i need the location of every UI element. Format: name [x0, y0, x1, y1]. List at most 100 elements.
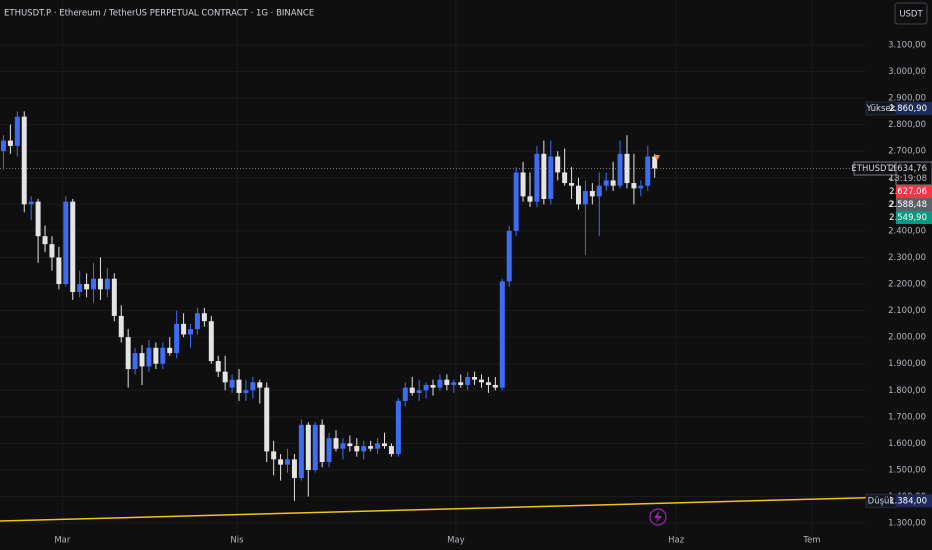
candle-body: [21, 116, 27, 205]
candle-body: [84, 284, 90, 290]
candle-body: [382, 443, 387, 447]
y-tick-label: 1.700,00: [888, 412, 926, 422]
candle-body: [472, 376, 478, 380]
y-tick-label: 2.900,00: [888, 94, 926, 104]
candle-body: [174, 323, 180, 354]
candle-body: [513, 172, 519, 231]
candle-body: [520, 172, 526, 197]
candle-body: [319, 424, 325, 463]
candle-body: [575, 185, 581, 205]
y-tick-label: 2.700,00: [888, 147, 926, 157]
candle-body: [485, 382, 491, 385]
candle-body: [562, 172, 568, 184]
currency-button-label[interactable]: USDT: [899, 10, 923, 20]
currency-button-frame[interactable]: [894, 2, 928, 25]
event-icon[interactable]: [649, 508, 667, 526]
candle-body: [409, 387, 415, 393]
y-tick-label: 1.300,00: [888, 519, 926, 529]
x-tick-label: Tem: [802, 536, 820, 546]
marker-name: Düşük: [868, 496, 895, 506]
candle-body: [97, 278, 103, 290]
candle-body: [388, 446, 394, 455]
candle-body: [582, 191, 588, 205]
marker-value-box: [896, 101, 932, 115]
candle-body: [596, 185, 602, 197]
candle-body: [361, 446, 367, 452]
candle-body: [347, 443, 353, 447]
candle-body: [395, 400, 401, 455]
price-level-box: [896, 198, 932, 212]
candle-body: [236, 379, 242, 393]
candle-body: [291, 459, 297, 478]
y-tick-label: 2.800,00: [888, 120, 926, 130]
candle-body: [333, 438, 339, 449]
candle-body: [416, 390, 422, 393]
candle-body: [0, 140, 6, 152]
symbol-title: ETHUSDT.P · Ethereum / TetherUS PERPETUA…: [4, 9, 314, 19]
candle-body: [167, 347, 173, 354]
candle-body: [208, 321, 214, 362]
currency-button[interactable]: USDT: [894, 2, 928, 25]
symbol-tag-label: ETHUSDT.P: [851, 164, 898, 174]
candle-body: [589, 191, 595, 197]
candle-body: [257, 382, 263, 388]
candle-body: [118, 315, 124, 338]
candle-body: [340, 443, 346, 449]
candle-body: [14, 116, 20, 146]
candle-body: [222, 371, 228, 383]
x-tick-label: Haz: [668, 536, 685, 546]
marker-name: Yüksek: [865, 104, 895, 114]
candle-body: [610, 180, 616, 186]
candle-body: [617, 153, 623, 186]
y-tick-label: 2.100,00: [888, 306, 926, 316]
y-tick-label: 1.800,00: [888, 386, 926, 396]
y-tick-label: 1.900,00: [888, 359, 926, 369]
candle-body: [645, 156, 651, 186]
candle-body: [111, 278, 117, 316]
candle-body: [624, 153, 630, 184]
candle-body: [652, 156, 658, 169]
price-level-label: 2.627,06: [889, 187, 927, 197]
marker-value: 1.384,00: [889, 496, 927, 506]
price-level-box: [896, 185, 932, 199]
candle-body: [35, 201, 41, 237]
price-level-label: 2.549,90: [889, 213, 927, 223]
candle-body: [479, 379, 484, 383]
candle-body: [264, 387, 270, 452]
y-tick-label: 2.300,00: [888, 253, 926, 263]
countdown-label: 13:19:08: [889, 174, 927, 184]
candle-body: [305, 424, 311, 470]
candle-body: [91, 278, 97, 290]
y-tick-label: 2.000,00: [888, 333, 926, 343]
candle-body: [132, 353, 138, 370]
y-tick-label: 1.500,00: [888, 465, 926, 475]
candle-body: [139, 353, 145, 367]
y-tick-label: 1.600,00: [888, 439, 926, 449]
candle-body: [312, 424, 318, 470]
price-level-box: [896, 211, 932, 225]
candle-body: [465, 376, 471, 385]
candle-body: [104, 278, 110, 290]
y-tick-label: 2.200,00: [888, 280, 926, 290]
candle-body: [215, 361, 221, 372]
candle-body: [458, 382, 464, 385]
candle-body: [499, 281, 505, 388]
candle-body: [541, 153, 547, 199]
candle-body: [402, 387, 408, 401]
candle-body: [250, 382, 256, 391]
candle-body: [188, 329, 194, 335]
candle-body: [451, 382, 457, 385]
candle-body: [49, 244, 55, 258]
candle-body: [534, 153, 540, 202]
x-tick-label: Nis: [230, 536, 244, 546]
marker-value-box: [896, 494, 932, 508]
grid: [0, 0, 866, 538]
marker-value: 2.860,90: [889, 104, 927, 114]
candle-body: [63, 201, 69, 285]
candle-body: [354, 446, 360, 452]
candle-body: [70, 201, 76, 292]
y-tick-label: 3.000,00: [888, 67, 926, 77]
candle-body: [444, 379, 450, 385]
